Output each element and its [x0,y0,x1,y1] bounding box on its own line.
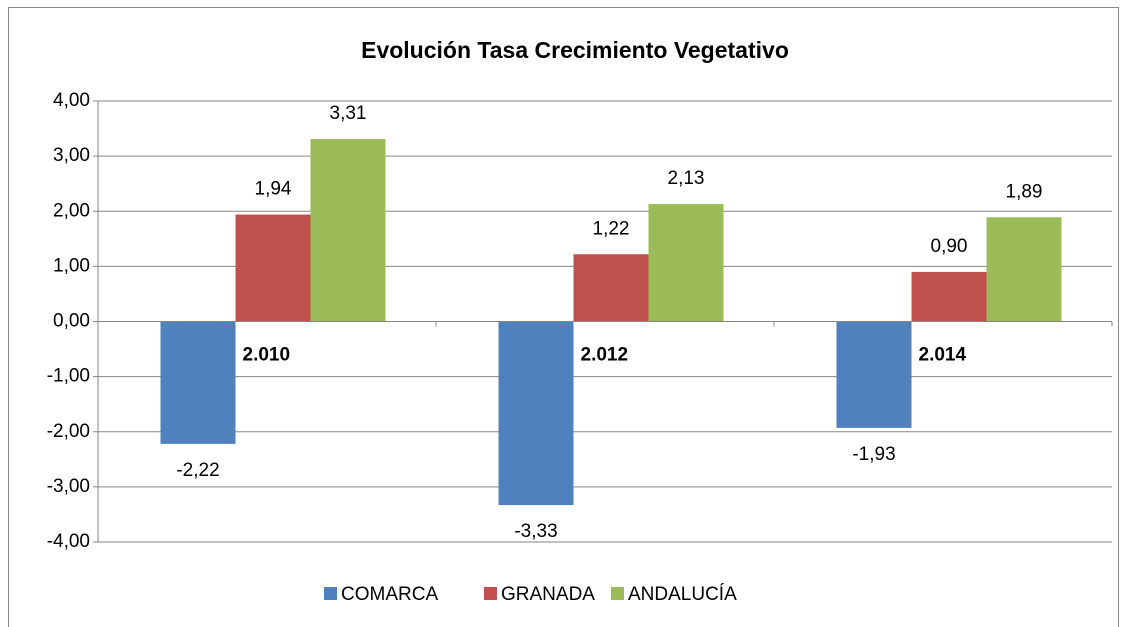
chart-title: Evolución Tasa Crecimiento Vegetativo [361,37,789,63]
data-label: -2,22 [176,460,219,481]
y-tick-label: -1,00 [47,366,90,387]
bar [648,204,724,322]
bar [235,214,311,322]
bar [160,321,236,444]
y-tick-label: 4,00 [53,90,90,111]
legend-label: ANDALUCÍA [628,584,737,605]
legend-swatch [484,587,497,600]
bar [986,217,1062,322]
y-tick-label: -3,00 [47,476,90,497]
x-tick-label: 2.014 [919,345,967,366]
data-label: -3,33 [514,521,557,542]
data-label: -1,93 [852,444,895,465]
bar [836,321,912,428]
legend-swatch [324,587,337,600]
data-label: 1,89 [1006,181,1043,202]
y-tick-label: 3,00 [53,145,90,166]
data-label: 1,94 [255,179,292,200]
x-tick-label: 2.012 [581,345,629,366]
data-label: 2,13 [668,168,705,189]
data-label: 3,31 [330,103,367,124]
y-tick-label: 0,00 [53,311,90,332]
y-tick-label: 1,00 [53,255,90,276]
y-tick-label: -2,00 [47,421,90,442]
bar [498,321,574,506]
bar [310,139,386,322]
data-label: 0,90 [931,236,968,257]
legend-swatch [611,587,624,600]
x-tick-label: 2.010 [243,345,291,366]
bar [573,254,649,322]
legend-label: COMARCA [341,584,438,605]
y-tick-label: 2,00 [53,200,90,221]
data-label: 1,22 [593,218,630,239]
y-tick-label: -4,00 [47,531,90,552]
bar [911,271,987,322]
legend-label: GRANADA [501,584,595,605]
